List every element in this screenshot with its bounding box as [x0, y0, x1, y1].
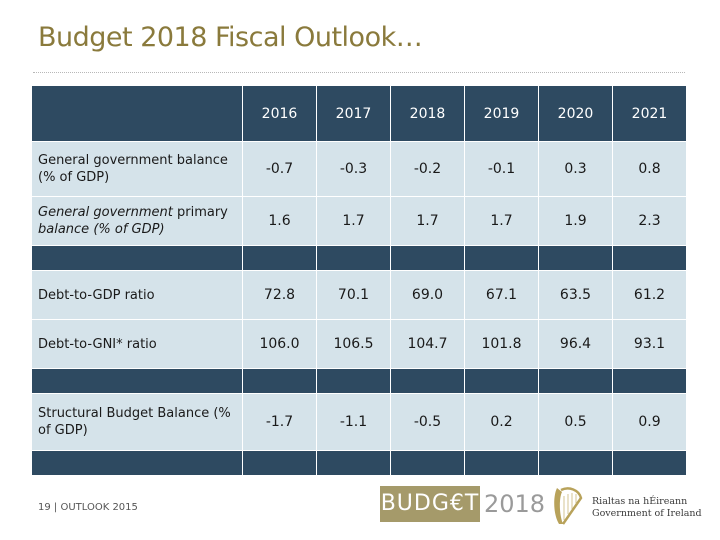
separator-cell — [316, 246, 390, 271]
budget-logo: BUDG€T — [380, 486, 480, 522]
title-divider — [33, 72, 685, 73]
table-cell: 1.7 — [464, 197, 538, 246]
table-cell: 69.0 — [390, 271, 464, 320]
table-cell: 70.1 — [316, 271, 390, 320]
table-cell: 106.0 — [242, 320, 316, 369]
table-cell: 1.6 — [242, 197, 316, 246]
year-header: 2019 — [464, 86, 538, 142]
separator-cell — [242, 246, 316, 271]
row-label: General government balance (% of GDP) — [32, 142, 242, 197]
table-row: General government primary balance (% of… — [32, 197, 686, 246]
table-cell: 104.7 — [390, 320, 464, 369]
separator-cell — [390, 246, 464, 271]
row-label-part: balance (% of GDP) — [38, 222, 165, 237]
row-label: Debt-to-GDP ratio — [32, 271, 242, 320]
table-row: Debt-to-GDP ratio 72.8 70.1 69.0 67.1 63… — [32, 271, 686, 320]
separator-cell — [242, 451, 316, 476]
table-cell: -0.7 — [242, 142, 316, 197]
table-cell: 1.7 — [316, 197, 390, 246]
year-header: 2021 — [612, 86, 686, 142]
year-header: 2020 — [538, 86, 612, 142]
table-cell: -0.5 — [390, 394, 464, 451]
separator-cell — [612, 369, 686, 394]
row-label: Debt-to-GNI* ratio — [32, 320, 242, 369]
table-cell: 101.8 — [464, 320, 538, 369]
table-cell: -0.3 — [316, 142, 390, 197]
separator-cell — [32, 246, 242, 271]
table-cell: -0.2 — [390, 142, 464, 197]
table-row: Debt-to-GNI* ratio 106.0 106.5 104.7 101… — [32, 320, 686, 369]
separator-cell — [390, 451, 464, 476]
table-cell: 61.2 — [612, 271, 686, 320]
table-cell: 1.9 — [538, 197, 612, 246]
separator-cell — [538, 369, 612, 394]
separator-cell — [390, 369, 464, 394]
row-label: General government primary balance (% of… — [32, 197, 242, 246]
table-cell: 0.9 — [612, 394, 686, 451]
harp-icon — [554, 487, 583, 525]
table-header-row: 2016 2017 2018 2019 2020 2021 — [32, 86, 686, 142]
table-cell: 2.3 — [612, 197, 686, 246]
year-header: 2018 — [390, 86, 464, 142]
separator-row — [32, 246, 686, 271]
table-cell: -0.1 — [464, 142, 538, 197]
year-header: 2016 — [242, 86, 316, 142]
table-cell: 0.5 — [538, 394, 612, 451]
separator-cell — [538, 246, 612, 271]
slide-footer: 19 | OUTLOOK 2015 — [38, 502, 138, 513]
separator-cell — [464, 246, 538, 271]
table-cell: 0.3 — [538, 142, 612, 197]
separator-cell — [538, 451, 612, 476]
header-blank-cell — [32, 86, 242, 142]
table-row: Structural Budget Balance (% of GDP) -1.… — [32, 394, 686, 451]
separator-cell — [612, 451, 686, 476]
table-cell: 1.7 — [390, 197, 464, 246]
table-cell: 0.2 — [464, 394, 538, 451]
separator-row — [32, 369, 686, 394]
separator-cell — [612, 246, 686, 271]
separator-cell — [316, 369, 390, 394]
table-cell: -1.7 — [242, 394, 316, 451]
table-row: General government balance (% of GDP) -0… — [32, 142, 686, 197]
government-wordmark: Rialtas na hÉireann Government of Irelan… — [592, 496, 702, 520]
table-cell: 0.8 — [612, 142, 686, 197]
separator-cell — [464, 369, 538, 394]
table-cell: 96.4 — [538, 320, 612, 369]
separator-cell — [316, 451, 390, 476]
row-label: Structural Budget Balance (% of GDP) — [32, 394, 242, 451]
government-wordmark-irish: Rialtas na hÉireann — [592, 496, 688, 507]
separator-row — [32, 451, 686, 476]
separator-cell — [242, 369, 316, 394]
table-cell: 63.5 — [538, 271, 612, 320]
separator-cell — [32, 451, 242, 476]
budget-logo-year: 2018 — [484, 490, 546, 518]
table-cell: -1.1 — [316, 394, 390, 451]
table-cell: 72.8 — [242, 271, 316, 320]
government-wordmark-english: Government of Ireland — [592, 508, 702, 519]
slide-title: Budget 2018 Fiscal Outlook… — [38, 22, 423, 53]
table-cell: 93.1 — [612, 320, 686, 369]
separator-cell — [464, 451, 538, 476]
table-cell: 106.5 — [316, 320, 390, 369]
separator-cell — [32, 369, 242, 394]
row-label-part: General government — [38, 205, 173, 220]
row-label-part: primary — [176, 205, 228, 220]
table-cell: 67.1 — [464, 271, 538, 320]
year-header: 2017 — [316, 86, 390, 142]
fiscal-outlook-table: 2016 2017 2018 2019 2020 2021 General go… — [32, 86, 686, 476]
